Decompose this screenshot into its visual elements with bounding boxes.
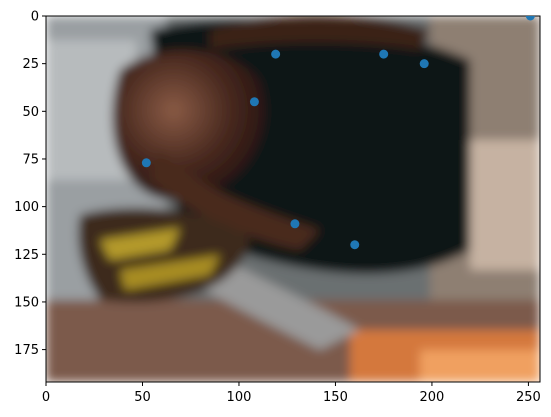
scatter-point bbox=[525, 16, 535, 21]
scatter-point bbox=[379, 49, 389, 59]
y-axis: 0 25 50 75 100 125 150 175 bbox=[14, 10, 46, 358]
y-tick-label: 175 bbox=[14, 343, 39, 358]
x-tick-label: 200 bbox=[420, 390, 445, 405]
y-tick-label: 25 bbox=[22, 57, 39, 72]
y-tick-label: 75 bbox=[22, 152, 39, 167]
x-tick-label: 150 bbox=[323, 390, 348, 405]
y-tick-label: 150 bbox=[14, 295, 39, 310]
x-tick-label: 250 bbox=[516, 390, 541, 405]
y-tick-label: 100 bbox=[14, 200, 39, 215]
scatter-point bbox=[350, 240, 360, 250]
x-tick-label: 100 bbox=[227, 390, 252, 405]
x-tick-label: 50 bbox=[134, 390, 151, 405]
image-background bbox=[46, 16, 540, 382]
scatter-point bbox=[249, 97, 259, 107]
y-tick-label: 125 bbox=[14, 248, 39, 263]
scatter-points bbox=[141, 16, 535, 250]
scatter-point bbox=[271, 49, 281, 59]
plot-area-frame bbox=[45, 15, 541, 383]
x-axis: 0 50 100 150 200 250 bbox=[42, 382, 541, 405]
y-tick-label: 50 bbox=[22, 105, 39, 120]
y-tick-label: 0 bbox=[31, 10, 39, 25]
scatter-point bbox=[290, 219, 300, 229]
x-tick-label: 0 bbox=[42, 390, 50, 405]
scatter-point bbox=[419, 59, 429, 69]
scatter-point bbox=[141, 158, 151, 168]
